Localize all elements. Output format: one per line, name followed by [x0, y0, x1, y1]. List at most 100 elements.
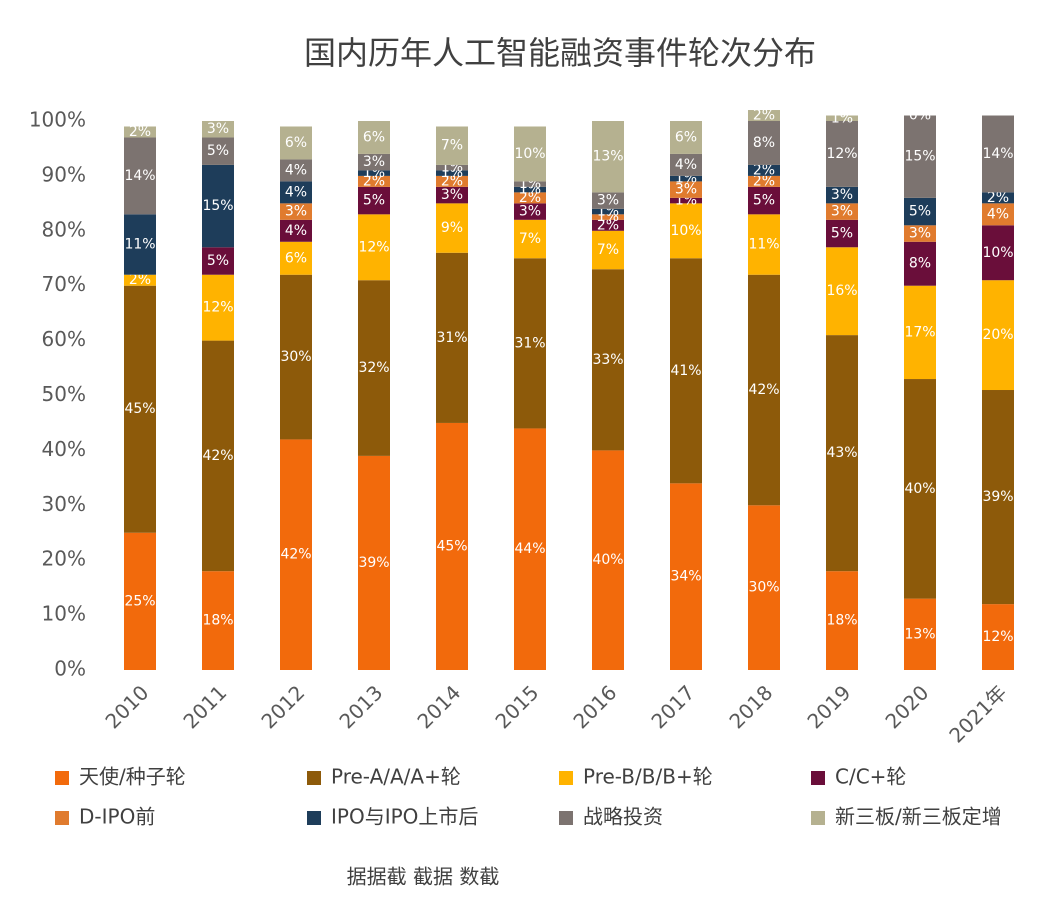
bar-segment — [982, 390, 1014, 605]
bar-segment — [124, 274, 156, 286]
data-label: 5% — [909, 204, 931, 220]
bar-segment — [124, 137, 156, 215]
y-tick-label: 50% — [42, 382, 86, 406]
bar-segment — [748, 274, 780, 506]
data-label: 31% — [514, 335, 545, 351]
y-tick-label: 70% — [42, 272, 86, 296]
data-label: 33% — [592, 352, 623, 368]
data-label: 14% — [124, 168, 155, 184]
data-label: 42% — [280, 547, 311, 563]
data-label: 4% — [285, 162, 307, 178]
legend-swatch — [559, 771, 573, 785]
bar-segment — [826, 203, 858, 220]
data-label: 4% — [675, 157, 697, 173]
bar-segment — [514, 192, 546, 204]
bar-segment — [124, 532, 156, 670]
bar-segment — [982, 192, 1014, 204]
data-label: 4% — [285, 223, 307, 239]
legend-label: Pre-B/B/B+轮 — [583, 765, 713, 789]
legend-swatch — [55, 771, 69, 785]
data-label: 2% — [753, 108, 775, 124]
bar-segment — [904, 241, 936, 286]
data-label: 11% — [748, 237, 779, 253]
data-label: 10% — [982, 245, 1013, 261]
bar-segment — [982, 203, 1014, 226]
bar-segment — [904, 115, 936, 198]
y-tick-label: 40% — [42, 437, 86, 461]
data-label: 31% — [436, 330, 467, 346]
data-label: 7% — [597, 242, 619, 258]
bar-segment — [748, 110, 780, 121]
legend-swatch — [55, 811, 69, 825]
data-label: 2% — [753, 162, 775, 178]
y-tick-label: 10% — [42, 602, 86, 626]
data-label: 7% — [519, 231, 541, 247]
data-label: 43% — [826, 445, 857, 461]
bar-segment — [592, 208, 624, 215]
bar-segment — [436, 252, 468, 423]
bar-segment — [436, 170, 468, 176]
data-label: 18% — [826, 613, 857, 629]
data-label: 3% — [207, 121, 229, 137]
data-label: 15% — [202, 198, 233, 214]
bar-segment — [670, 483, 702, 670]
x-tick-label: 2012 — [256, 680, 309, 733]
data-label: 15% — [904, 149, 935, 165]
bar-segment — [358, 175, 390, 187]
data-label: 6% — [285, 250, 307, 266]
bar-segment — [514, 126, 546, 182]
bar-segment — [202, 121, 234, 138]
data-label: 12% — [826, 146, 857, 162]
legend-swatch — [811, 771, 825, 785]
y-tick-label: 20% — [42, 547, 86, 571]
bar-segment — [124, 285, 156, 533]
bar-segment — [670, 203, 702, 259]
legend-swatch — [307, 771, 321, 785]
data-label: 3% — [519, 204, 541, 220]
bar-segment — [358, 214, 390, 281]
bar-segment — [124, 126, 156, 138]
source-note: 据据截 截据 数截 — [347, 865, 500, 889]
data-label: 18% — [202, 613, 233, 629]
data-label: 2% — [753, 173, 775, 189]
y-tick-label: 0% — [54, 657, 86, 681]
bar-segment — [826, 247, 858, 336]
data-label: 7% — [441, 138, 463, 154]
y-tick-label: 80% — [42, 217, 86, 241]
bar-segment — [826, 186, 858, 204]
bar-segment — [202, 137, 234, 165]
data-label: 3% — [909, 226, 931, 242]
bar-segment — [826, 121, 858, 187]
data-label: 14% — [982, 146, 1013, 162]
legend-swatch — [307, 811, 321, 825]
bar-segment — [358, 121, 390, 154]
data-label: 6% — [363, 129, 385, 145]
data-label: 4% — [285, 184, 307, 200]
data-label: 20% — [982, 327, 1013, 343]
bar-segment — [202, 274, 234, 341]
data-label: 2% — [987, 190, 1009, 206]
bar-segment — [358, 153, 390, 171]
data-label: 2% — [129, 124, 151, 140]
data-label: 34% — [670, 569, 701, 585]
bar-segment — [124, 214, 156, 275]
data-label: 11% — [124, 237, 155, 253]
data-label: 3% — [831, 204, 853, 220]
legend-swatch — [559, 811, 573, 825]
data-label: 17% — [904, 324, 935, 340]
bar-segment — [982, 280, 1014, 391]
legend-label: D-IPO前 — [79, 805, 155, 829]
legend-label: IPO与IPO上市后 — [331, 805, 478, 829]
data-label: 6% — [285, 135, 307, 151]
y-tick-label: 30% — [42, 492, 86, 516]
data-label: 32% — [358, 360, 389, 376]
bar-segment — [280, 274, 312, 440]
data-label: 45% — [124, 401, 155, 417]
data-label: 5% — [831, 226, 853, 242]
bar-segment — [436, 203, 468, 253]
data-label: 5% — [207, 253, 229, 269]
data-label: 39% — [358, 555, 389, 571]
legend-label: Pre-A/A/A+轮 — [331, 765, 461, 789]
bar-segment — [904, 225, 936, 242]
data-label: 2% — [597, 217, 619, 233]
